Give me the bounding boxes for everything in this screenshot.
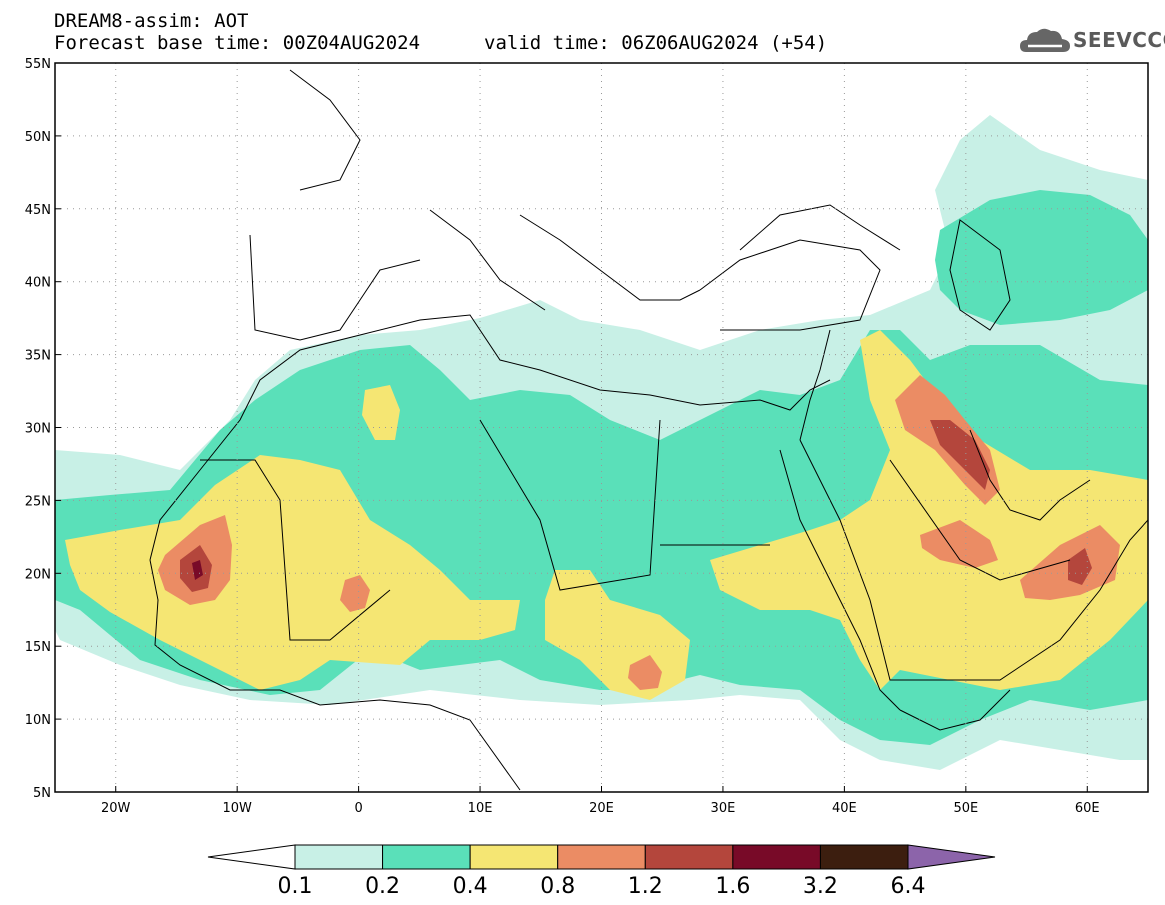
coast-africa-north [149, 314, 831, 561]
aot-contour-08-mali [340, 575, 370, 612]
coast-horn [899, 689, 1011, 731]
colorbar-label: 1.6 [715, 874, 750, 899]
logo-text: SEEVCCC [1073, 28, 1165, 52]
lat-tick-label: 20N [25, 567, 51, 582]
coast-red-sea [779, 449, 901, 711]
colorbar-swatch [382, 844, 471, 870]
border-4 [889, 459, 1071, 581]
lon-tick-label: 50E [953, 801, 978, 816]
colorbar-label: 0.8 [540, 874, 575, 899]
aot-contour-12-oman [1068, 548, 1092, 585]
lat-tick-label: 50N [25, 130, 51, 145]
colorbar-high-triangle [907, 844, 996, 870]
lat-tick-label: 30N [25, 422, 51, 437]
lon-tick-label: 40E [832, 801, 857, 816]
lat-tick-label: 25N [25, 494, 51, 509]
lat-tick-label: 35N [25, 349, 51, 364]
lat-tick-label: 45N [25, 203, 51, 218]
aot-contour-04-spot1 [362, 385, 400, 440]
colorbar-low-triangle [207, 844, 296, 870]
aot-contour-04-east [710, 330, 1148, 690]
colorbar-label: 0.4 [453, 874, 488, 899]
coast-black-sea [739, 204, 901, 251]
aot-contour-04-west [65, 455, 520, 690]
colorbar-swatch [732, 844, 821, 870]
coast-arabia [799, 439, 1148, 681]
lat-tick-label: 10N [25, 713, 51, 728]
colorbar-label: 6.4 [891, 874, 926, 899]
coast-balkans [519, 214, 701, 301]
lon-tick-label: 60E [1075, 801, 1100, 816]
colorbar-swatch [557, 844, 646, 870]
colorbar: 0.1 0.2 0.4 0.8 1.2 1.6 3.2 6.4 [207, 844, 996, 899]
coast-anatolia [699, 239, 881, 331]
colorbar-label: 1.2 [628, 874, 663, 899]
lon-tick-label: 10E [468, 801, 493, 816]
coast-levant [799, 329, 831, 441]
map-title: DREAM8-assim: AOT [54, 10, 249, 32]
coastlines [149, 69, 1148, 791]
aot-contour-02-caspian [935, 190, 1148, 325]
coast-caspian [949, 219, 1011, 331]
lat-tick-label: 15N [25, 640, 51, 655]
coast-iberia [249, 234, 421, 341]
colorbar-swatch [294, 844, 384, 870]
aot-contour-12-iraq [930, 420, 990, 490]
coast-gulf [969, 429, 1091, 521]
colorbar-swatch [644, 844, 734, 870]
forecast-base-time: Forecast base time: 00Z04AUG2024 [54, 32, 421, 54]
lon-axis: 20W 10W 0 10E 20E 30E 40E 50E 60E [101, 786, 1100, 816]
aot-contour-08-saudi [920, 520, 998, 568]
colorbar-label: 0.1 [278, 874, 313, 899]
colorbar-swatch [819, 844, 909, 870]
valid-time: valid time: 06Z06AUG2024 (+54) [484, 32, 828, 54]
coast-france-uk [289, 69, 361, 191]
lon-tick-label: 20W [101, 801, 131, 816]
lat-tick-label: 5N [33, 786, 51, 801]
aot-contour-08-chad [628, 655, 662, 690]
colorbar-swatch [469, 844, 559, 870]
colorbar-label: 0.2 [365, 874, 400, 899]
coast-italy [429, 209, 546, 311]
border-1 [200, 459, 391, 641]
aot-contour-16-mauritania [192, 560, 203, 580]
lat-tick-label: 55N [25, 57, 51, 72]
border-2 [479, 419, 661, 591]
coast-africa-west [149, 559, 521, 791]
map-grid [55, 63, 1148, 792]
lon-tick-label: 0 [354, 801, 362, 816]
lon-tick-label: 10W [222, 801, 252, 816]
lon-tick-label: 30E [711, 801, 736, 816]
colorbar-label: 3.2 [803, 874, 838, 899]
cloud-icon [1020, 28, 1070, 52]
lon-tick-label: 20E [589, 801, 614, 816]
lat-axis: 55N 50N 45N 40N 35N 30N 25N 20N 15N 10N 5N [25, 57, 61, 801]
lat-tick-label: 40N [25, 276, 51, 291]
